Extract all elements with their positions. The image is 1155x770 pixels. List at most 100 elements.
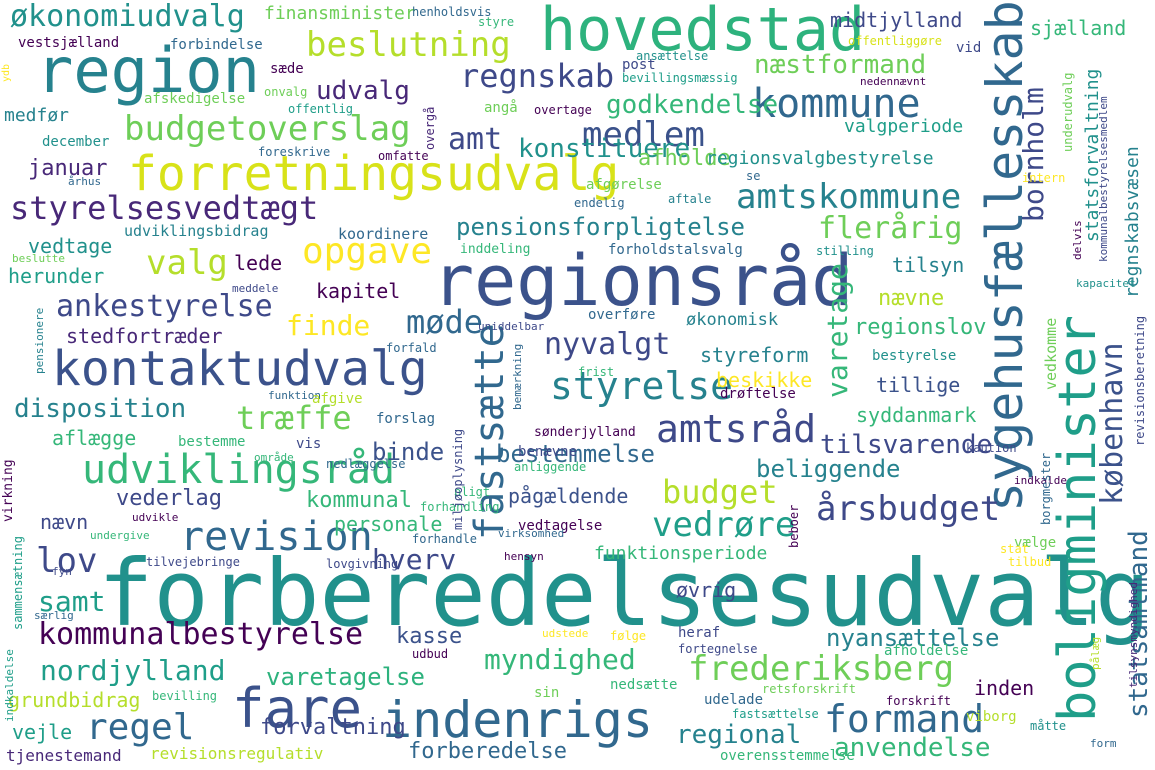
word: delvis <box>1071 220 1084 260</box>
word: forbindelse <box>170 37 263 53</box>
word: tillige <box>876 373 961 397</box>
word: forfald <box>386 341 437 355</box>
word: tjenestemand <box>6 746 122 765</box>
word: vestsjælland <box>18 35 120 51</box>
word: revision <box>180 514 373 560</box>
word: bornholm <box>1017 87 1050 222</box>
word: område <box>254 451 294 464</box>
word: revisionsberetning <box>1133 315 1147 446</box>
word: hverv <box>372 543 457 576</box>
word: afskedigelse <box>144 91 246 107</box>
word: kommunalbestyrelse <box>38 617 364 652</box>
word: undergive <box>90 529 150 542</box>
word: forholdstalsvalg <box>608 242 743 258</box>
word: udviklingsbidrag <box>124 222 269 240</box>
word: regional <box>676 720 802 750</box>
word: tilsyn <box>892 253 965 277</box>
word: nævne <box>878 286 945 311</box>
word: afholdelse <box>884 643 969 659</box>
word: beliggende <box>756 455 901 483</box>
word: amtskommune <box>736 177 962 217</box>
word: post <box>622 57 656 73</box>
word: funktionsperiode <box>594 543 768 564</box>
word: vedtage <box>28 234 113 258</box>
word: ansættelse <box>636 49 709 63</box>
word: forbere­delse <box>408 739 567 764</box>
word: form <box>1090 737 1117 750</box>
word: endelig <box>574 196 625 210</box>
word: aflægge <box>52 426 137 450</box>
word: udstede <box>542 627 589 640</box>
word: københavn <box>1095 342 1130 505</box>
word: regnskabsvæsen <box>1122 146 1143 298</box>
word: overtage <box>534 103 592 117</box>
word: sin <box>534 685 560 701</box>
word: se <box>746 169 761 183</box>
word: udbud <box>412 647 449 661</box>
word: beslutning <box>306 25 511 65</box>
word: bemærkning <box>511 343 524 410</box>
word: ydb <box>1 63 12 82</box>
word: varetagelse <box>266 663 425 691</box>
word: tilsvarende <box>820 430 993 460</box>
word: økonomisk <box>686 310 779 330</box>
word: udelade <box>704 692 764 708</box>
word: vid <box>956 40 982 56</box>
word: styrelse <box>550 364 734 408</box>
word: bestemme <box>178 434 246 450</box>
word: fortegnelse <box>678 642 758 656</box>
word: samt <box>38 585 106 618</box>
word: kaution <box>966 441 1017 455</box>
word: vis <box>296 436 322 452</box>
word: funktion <box>268 389 321 402</box>
word: kapacitet <box>1076 277 1136 290</box>
word: stat <box>1000 542 1029 556</box>
word: sønderjylland <box>534 425 636 440</box>
word: særlig <box>34 609 74 622</box>
word: vælge <box>1014 535 1057 551</box>
word: herunder <box>8 264 105 288</box>
word: beskikke <box>716 368 813 392</box>
word: myndighed <box>484 643 636 676</box>
word: styre <box>478 15 515 29</box>
word: pålæg <box>1089 636 1102 670</box>
word: amt <box>448 122 503 157</box>
word: stilling <box>816 244 874 258</box>
word: beslutte <box>12 252 65 265</box>
word: lov <box>36 541 98 581</box>
word: vedrøre <box>652 505 796 545</box>
word: indenrigs <box>382 691 653 749</box>
word: nævn <box>40 510 89 534</box>
word: budget <box>662 473 778 511</box>
word: øvrig <box>676 578 737 602</box>
word: stedfortræder <box>66 324 223 348</box>
word: grundbidrag <box>8 688 141 712</box>
word: angå <box>484 100 518 116</box>
word: drøftelse <box>720 386 796 402</box>
word: sjælland <box>1030 16 1127 40</box>
word: region <box>36 34 260 107</box>
word: godkendelse <box>606 90 779 120</box>
word: varetage <box>821 263 854 398</box>
word: december <box>42 134 110 150</box>
word: frederiksberg <box>688 649 955 689</box>
word: styreform <box>700 343 809 367</box>
word: hovedstad <box>540 0 866 65</box>
word: nedsætte <box>610 677 678 693</box>
word: sæde <box>270 61 304 77</box>
word: ankestyrelse <box>56 289 273 324</box>
word: lede <box>234 251 283 275</box>
word: nedennævnt <box>860 75 927 88</box>
word: forvaltning <box>260 715 406 740</box>
word: koordinere <box>338 225 429 243</box>
word: regionsråd <box>432 240 854 322</box>
word: medfør <box>4 105 70 126</box>
word: vedkomme <box>1042 317 1060 390</box>
word: heraf <box>678 625 721 641</box>
word: følge <box>610 629 647 643</box>
word: indkaldelse <box>3 649 16 722</box>
word: inddeling <box>460 242 531 257</box>
word: januar <box>28 156 108 181</box>
word: tilsynsmyndighed <box>1127 582 1140 688</box>
